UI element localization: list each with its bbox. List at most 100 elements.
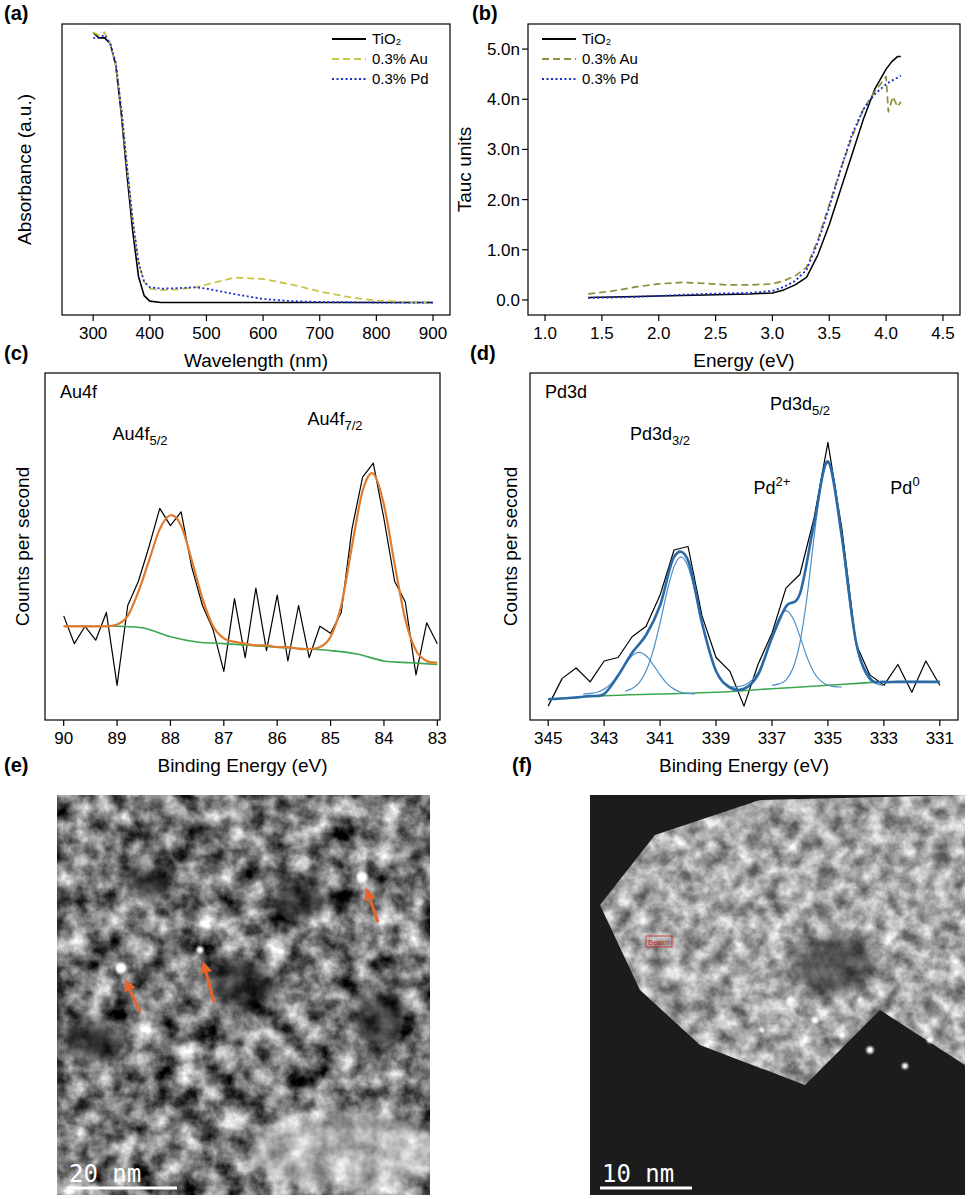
x-tick-label: 333 — [870, 729, 898, 748]
bright-region — [250, 1110, 430, 1190]
legend-label: TiO₂ — [372, 30, 402, 47]
series-line — [730, 611, 842, 687]
annotation-sub: 7/2 — [344, 418, 362, 433]
legend-swatch — [542, 58, 576, 60]
y-tick-label: 5.0n — [487, 40, 520, 59]
series-line — [772, 463, 884, 685]
annotation-text: Pd3d — [545, 382, 587, 402]
x-tick-label: 331 — [926, 729, 954, 748]
particle — [760, 1028, 765, 1033]
x-tick-label: 3.5 — [817, 324, 841, 343]
legend-swatch — [332, 58, 366, 60]
dark-region — [355, 990, 405, 1050]
annotation-text: Pd3d — [630, 424, 672, 444]
y-tick — [522, 149, 528, 150]
particle — [197, 947, 204, 954]
x-tick-label: 86 — [268, 729, 287, 748]
x-axis-title: Binding Energy (eV) — [659, 755, 829, 776]
particle — [787, 997, 793, 1003]
legend-swatch — [542, 38, 576, 40]
x-tick-label: 2.0 — [647, 324, 671, 343]
x-tick — [277, 720, 278, 726]
x-tick-label: 800 — [362, 324, 390, 343]
annotation-text: Pd — [754, 478, 776, 498]
x-tick — [544, 315, 545, 321]
x-tick — [93, 315, 94, 321]
series-line — [93, 35, 433, 302]
x-tick — [437, 720, 438, 726]
annotation-text: Pd3d — [770, 394, 812, 414]
series-line — [583, 652, 695, 694]
y-tick-label: 4.0n — [487, 90, 520, 109]
annotation: Pd0 — [890, 474, 919, 498]
panel-letter: (d) — [470, 342, 496, 364]
particle — [839, 1032, 845, 1038]
x-tick — [601, 315, 602, 321]
x-tick — [170, 720, 171, 726]
x-axis-title: Energy (eV) — [693, 350, 794, 371]
x-tick-label: 339 — [702, 729, 730, 748]
x-tick — [548, 720, 549, 726]
x-tick — [319, 315, 320, 321]
x-tick — [223, 720, 224, 726]
x-tick-label: 700 — [306, 324, 334, 343]
x-tick-label: 4.5 — [931, 324, 955, 343]
x-tick-label: 343 — [590, 729, 618, 748]
x-tick — [715, 720, 716, 726]
plot-frame — [45, 373, 440, 720]
plot-frame — [62, 24, 450, 315]
x-tick-label: 88 — [161, 729, 180, 748]
x-tick-label: 89 — [108, 729, 127, 748]
x-tick-label: 2.5 — [704, 324, 728, 343]
legend-label: 0.3% Au — [582, 50, 638, 67]
series-line — [588, 77, 901, 294]
panel-letter: (b) — [472, 2, 498, 24]
panel-letter: (c) — [4, 342, 28, 364]
annotation-text: Pd — [890, 478, 912, 498]
y-axis-title: Absorbance (a.u.) — [14, 94, 35, 245]
x-tick-label: 4.0 — [874, 324, 898, 343]
legend-label: 0.3% Pd — [372, 70, 429, 87]
x-tick — [262, 315, 263, 321]
series-line — [588, 76, 901, 298]
y-tick — [522, 249, 528, 250]
annotation-text: Au4f — [112, 424, 150, 444]
x-tick — [604, 720, 605, 726]
legend-swatch — [332, 78, 366, 80]
arrow-shaft — [130, 990, 140, 1012]
x-tick-label: 600 — [249, 324, 277, 343]
y-tick — [522, 199, 528, 200]
plot-frame — [530, 373, 958, 720]
y-axis-title: Tauc units — [454, 127, 475, 213]
dark-region — [128, 865, 172, 895]
legend-swatch — [332, 38, 366, 40]
x-tick — [149, 315, 150, 321]
x-tick — [771, 720, 772, 726]
dark-region — [206, 961, 274, 1009]
annotation-sub: 3/2 — [672, 433, 690, 448]
x-tick — [939, 720, 940, 726]
legend: TiO₂0.3% Au0.3% Pd — [542, 30, 639, 87]
x-tick-label: 335 — [814, 729, 842, 748]
x-tick — [772, 315, 773, 321]
x-axis-title: Binding Energy (eV) — [157, 755, 327, 776]
x-tick-label: 83 — [428, 729, 447, 748]
arrow-head — [125, 979, 136, 992]
x-tick — [883, 720, 884, 726]
plot-frame — [528, 24, 960, 315]
annotation: Au4f — [60, 382, 98, 402]
particle — [867, 1047, 874, 1054]
annotation-sub: 5/2 — [812, 403, 830, 418]
x-tick-label: 300 — [79, 324, 107, 343]
y-tick — [522, 99, 528, 100]
y-tick-label: 2.0n — [487, 191, 520, 210]
scale-bar-label: 10 nm — [602, 1160, 674, 1188]
annotation-text: Au4f — [307, 409, 345, 429]
annotation-text: Au4f — [60, 382, 98, 402]
scale-bar-label: 20 nm — [69, 1160, 141, 1188]
particle — [927, 1037, 933, 1043]
y-tick — [522, 48, 528, 49]
series-line — [548, 461, 940, 699]
plot-area — [548, 442, 940, 706]
x-tick-label: 1.5 — [590, 324, 614, 343]
